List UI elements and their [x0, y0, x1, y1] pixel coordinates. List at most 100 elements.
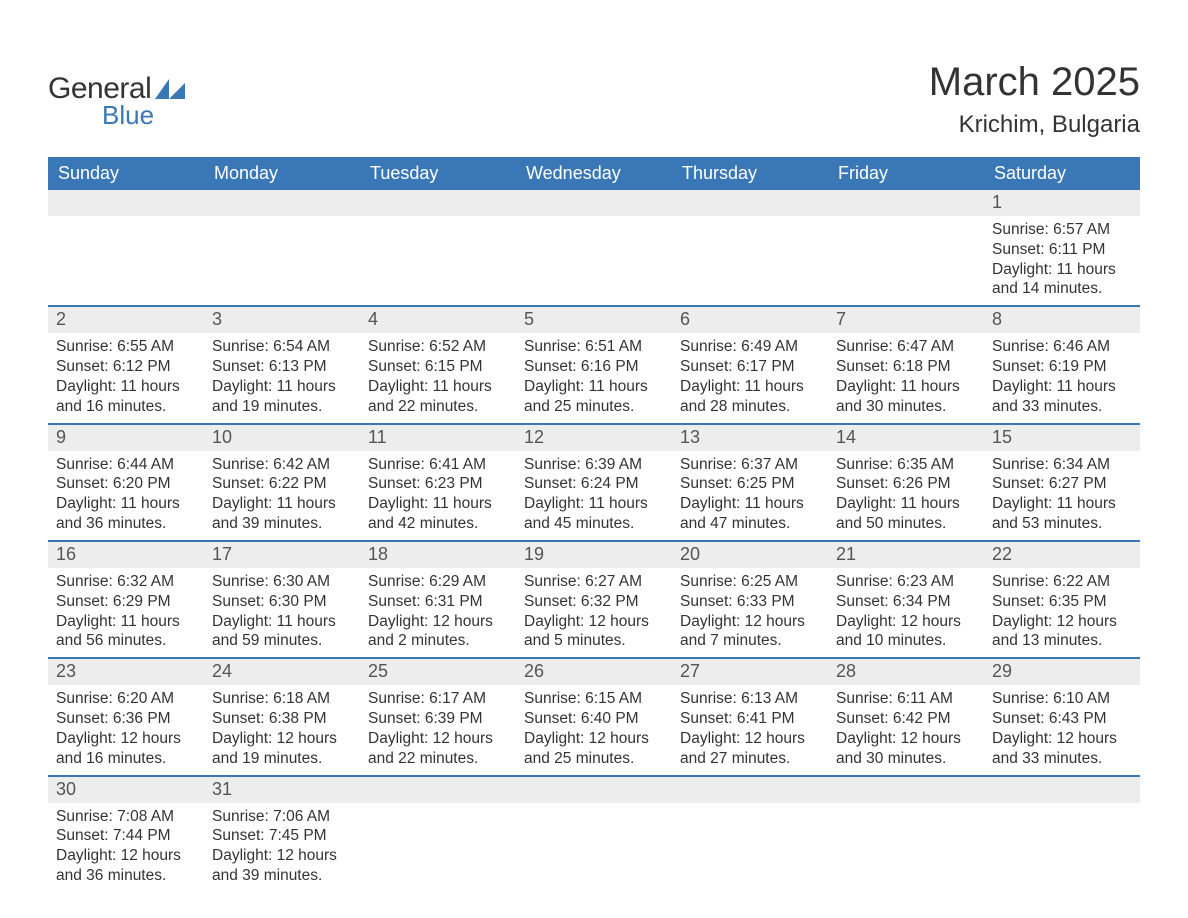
week-row: 30Sunrise: 7:08 AMSunset: 7:44 PMDayligh…: [48, 775, 1140, 892]
sunrise-line: Sunrise: 6:30 AM: [212, 572, 352, 592]
empty-day-cell: [204, 190, 360, 305]
day-body: Sunrise: 6:52 AMSunset: 6:15 PMDaylight:…: [360, 333, 516, 422]
sunset-line: Sunset: 6:35 PM: [992, 592, 1132, 612]
sunset-line: Sunset: 6:38 PM: [212, 709, 352, 729]
day-cell: 5Sunrise: 6:51 AMSunset: 6:16 PMDaylight…: [516, 307, 672, 422]
daylight-line: Daylight: 11 hours and 42 minutes.: [368, 494, 508, 534]
daylight-line: Daylight: 11 hours and 28 minutes.: [680, 377, 820, 417]
day-number: [672, 190, 828, 216]
day-cell: 1Sunrise: 6:57 AMSunset: 6:11 PMDaylight…: [984, 190, 1140, 305]
sunset-line: Sunset: 6:22 PM: [212, 474, 352, 494]
day-body: Sunrise: 6:11 AMSunset: 6:42 PMDaylight:…: [828, 685, 984, 774]
day-cell: 13Sunrise: 6:37 AMSunset: 6:25 PMDayligh…: [672, 425, 828, 540]
sunrise-line: Sunrise: 6:34 AM: [992, 455, 1132, 475]
day-number: 5: [516, 307, 672, 333]
day-body: [672, 216, 828, 226]
day-body: Sunrise: 6:32 AMSunset: 6:29 PMDaylight:…: [48, 568, 204, 657]
day-number: 12: [516, 425, 672, 451]
day-cell: 16Sunrise: 6:32 AMSunset: 6:29 PMDayligh…: [48, 542, 204, 657]
weekday-header: Sunday: [48, 157, 204, 190]
day-number: [360, 777, 516, 803]
day-number: 21: [828, 542, 984, 568]
sunrise-line: Sunrise: 6:20 AM: [56, 689, 196, 709]
day-body: Sunrise: 6:51 AMSunset: 6:16 PMDaylight:…: [516, 333, 672, 422]
empty-day-cell: [516, 190, 672, 305]
week-row: 9Sunrise: 6:44 AMSunset: 6:20 PMDaylight…: [48, 423, 1140, 540]
sunrise-line: Sunrise: 6:49 AM: [680, 337, 820, 357]
day-cell: 21Sunrise: 6:23 AMSunset: 6:34 PMDayligh…: [828, 542, 984, 657]
day-number: 10: [204, 425, 360, 451]
sunset-line: Sunset: 6:39 PM: [368, 709, 508, 729]
day-number: 3: [204, 307, 360, 333]
day-cell: 29Sunrise: 6:10 AMSunset: 6:43 PMDayligh…: [984, 659, 1140, 774]
weekday-header: Friday: [828, 157, 984, 190]
day-number: 30: [48, 777, 204, 803]
daylight-line: Daylight: 11 hours and 16 minutes.: [56, 377, 196, 417]
day-body: Sunrise: 6:39 AMSunset: 6:24 PMDaylight:…: [516, 451, 672, 540]
day-body: [672, 803, 828, 813]
daylight-line: Daylight: 12 hours and 27 minutes.: [680, 729, 820, 769]
sunrise-line: Sunrise: 6:23 AM: [836, 572, 976, 592]
day-cell: 8Sunrise: 6:46 AMSunset: 6:19 PMDaylight…: [984, 307, 1140, 422]
day-body: [984, 803, 1140, 813]
day-body: Sunrise: 6:22 AMSunset: 6:35 PMDaylight:…: [984, 568, 1140, 657]
sunrise-line: Sunrise: 6:27 AM: [524, 572, 664, 592]
daylight-line: Daylight: 11 hours and 59 minutes.: [212, 612, 352, 652]
sunrise-line: Sunrise: 6:15 AM: [524, 689, 664, 709]
sunrise-line: Sunrise: 6:46 AM: [992, 337, 1132, 357]
daylight-line: Daylight: 11 hours and 36 minutes.: [56, 494, 196, 534]
sunrise-line: Sunrise: 6:29 AM: [368, 572, 508, 592]
day-number: [672, 777, 828, 803]
day-body: [360, 803, 516, 813]
daylight-line: Daylight: 12 hours and 30 minutes.: [836, 729, 976, 769]
day-number: 6: [672, 307, 828, 333]
day-number: [828, 777, 984, 803]
day-number: [516, 777, 672, 803]
day-number: 1: [984, 190, 1140, 216]
sunset-line: Sunset: 6:23 PM: [368, 474, 508, 494]
day-number: 26: [516, 659, 672, 685]
empty-day-cell: [48, 190, 204, 305]
weekday-header-row: SundayMondayTuesdayWednesdayThursdayFrid…: [48, 157, 1140, 190]
day-body: [360, 216, 516, 226]
sunrise-line: Sunrise: 6:32 AM: [56, 572, 196, 592]
week-row: 2Sunrise: 6:55 AMSunset: 6:12 PMDaylight…: [48, 305, 1140, 422]
day-body: Sunrise: 6:17 AMSunset: 6:39 PMDaylight:…: [360, 685, 516, 774]
flag-icon: [155, 77, 189, 101]
daylight-line: Daylight: 12 hours and 19 minutes.: [212, 729, 352, 769]
sunrise-line: Sunrise: 6:37 AM: [680, 455, 820, 475]
sunrise-line: Sunrise: 6:52 AM: [368, 337, 508, 357]
empty-day-cell: [984, 777, 1140, 892]
sunset-line: Sunset: 6:34 PM: [836, 592, 976, 612]
daylight-line: Daylight: 11 hours and 14 minutes.: [992, 260, 1132, 300]
sunset-line: Sunset: 7:45 PM: [212, 826, 352, 846]
day-body: Sunrise: 6:41 AMSunset: 6:23 PMDaylight:…: [360, 451, 516, 540]
day-number: [204, 190, 360, 216]
day-cell: 27Sunrise: 6:13 AMSunset: 6:41 PMDayligh…: [672, 659, 828, 774]
daylight-line: Daylight: 12 hours and 2 minutes.: [368, 612, 508, 652]
day-body: Sunrise: 6:55 AMSunset: 6:12 PMDaylight:…: [48, 333, 204, 422]
day-number: 20: [672, 542, 828, 568]
day-number: [360, 190, 516, 216]
day-body: Sunrise: 7:06 AMSunset: 7:45 PMDaylight:…: [204, 803, 360, 892]
sunrise-line: Sunrise: 6:51 AM: [524, 337, 664, 357]
day-body: Sunrise: 6:27 AMSunset: 6:32 PMDaylight:…: [516, 568, 672, 657]
day-number: [984, 777, 1140, 803]
daylight-line: Daylight: 12 hours and 25 minutes.: [524, 729, 664, 769]
day-cell: 18Sunrise: 6:29 AMSunset: 6:31 PMDayligh…: [360, 542, 516, 657]
sunset-line: Sunset: 6:12 PM: [56, 357, 196, 377]
sunrise-line: Sunrise: 6:17 AM: [368, 689, 508, 709]
sunset-line: Sunset: 6:31 PM: [368, 592, 508, 612]
sunrise-line: Sunrise: 6:18 AM: [212, 689, 352, 709]
day-number: 22: [984, 542, 1140, 568]
day-number: 31: [204, 777, 360, 803]
empty-day-cell: [360, 190, 516, 305]
day-body: Sunrise: 6:37 AMSunset: 6:25 PMDaylight:…: [672, 451, 828, 540]
day-cell: 12Sunrise: 6:39 AMSunset: 6:24 PMDayligh…: [516, 425, 672, 540]
sunset-line: Sunset: 6:26 PM: [836, 474, 976, 494]
sunrise-line: Sunrise: 6:22 AM: [992, 572, 1132, 592]
daylight-line: Daylight: 11 hours and 50 minutes.: [836, 494, 976, 534]
day-body: [516, 216, 672, 226]
daylight-line: Daylight: 12 hours and 39 minutes.: [212, 846, 352, 886]
day-body: [828, 216, 984, 226]
